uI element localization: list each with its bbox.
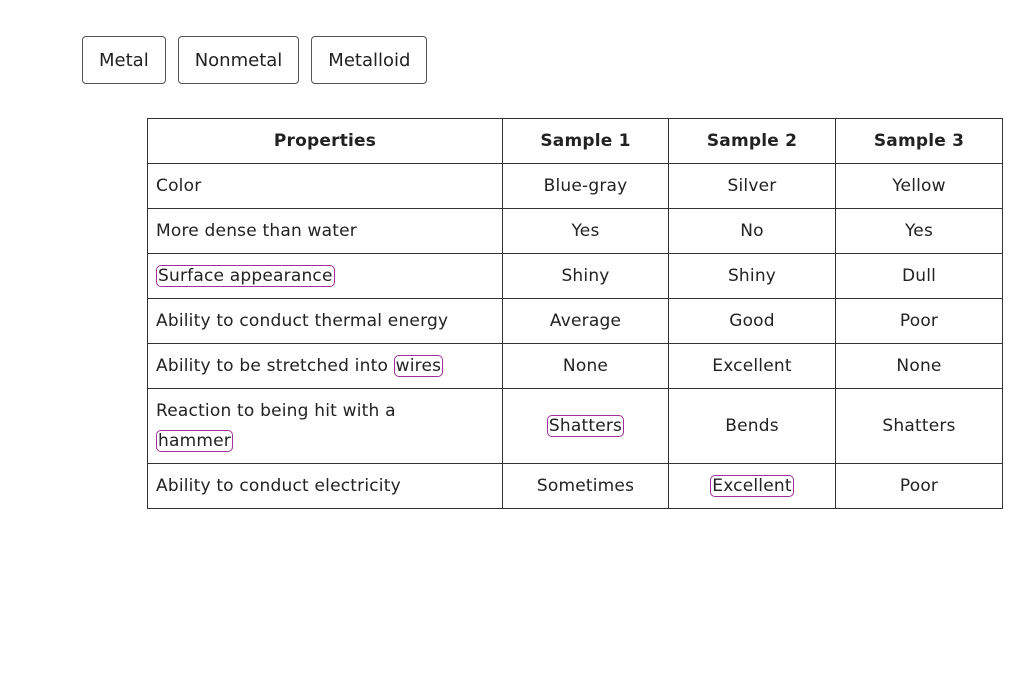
column-header: Sample 1 (502, 118, 669, 164)
table-row: More dense than water Yes No Yes (147, 208, 1003, 254)
table-cell: Sometimes (502, 463, 669, 509)
table-cell: Shiny (502, 253, 669, 299)
category-button[interactable]: Metal (82, 36, 166, 84)
table-cell: More dense than water (147, 208, 503, 254)
table-cell: Bends (668, 388, 836, 464)
table-row: Color Blue-gray Silver Yellow (147, 163, 1003, 209)
table-cell: Average (502, 298, 669, 344)
header-row: Properties Sample 1 Sample 2 Sample 3 (147, 118, 1003, 164)
table-cell: Silver (668, 163, 836, 209)
column-header: Sample 2 (668, 118, 836, 164)
table-row: Reaction to being hit with a hammer Shatt… (147, 388, 1003, 464)
table-cell: Reaction to being hit with a hammer (147, 388, 503, 464)
table-cell: Good (668, 298, 836, 344)
table-cell: Dull (835, 253, 1003, 299)
table-cell: No (668, 208, 836, 254)
table-cell: None (835, 343, 1003, 389)
table-body: Color Blue-gray Silver Yellow More dense tha… (147, 163, 1003, 509)
table-row: Surface appearance Shiny Shiny Dull (147, 253, 1003, 299)
table-cell: Excellent (668, 463, 836, 509)
table-cell: Shatters (835, 388, 1003, 464)
properties-table: Properties Sample 1 Sample 2 Sample 3 Color… (147, 118, 1003, 509)
table-cell: None (502, 343, 669, 389)
table-cell: Excellent (668, 343, 836, 389)
table-cell: Shatters (502, 388, 669, 464)
table-cell: Ability to conduct thermal energy (147, 298, 503, 344)
table-row: Ability to conduct thermal energy Average… (147, 298, 1003, 344)
category-button[interactable]: Metalloid (311, 36, 428, 84)
table-row: Ability to conduct electricity Sometimes E… (147, 463, 1003, 509)
table-cell: Shiny (668, 253, 836, 299)
column-header: Properties (147, 118, 503, 164)
highlighted-term[interactable]: Surface appearance (156, 265, 335, 287)
table-cell: Color (147, 163, 503, 209)
highlighted-term[interactable]: Excellent (710, 475, 794, 497)
table-row: Ability to be stretched into wires None Ex… (147, 343, 1003, 389)
table-cell: Blue-gray (502, 163, 669, 209)
cell-text: Ability to be stretched into (156, 356, 389, 376)
table-cell: Surface appearance (147, 253, 503, 299)
highlighted-term[interactable]: hammer (156, 430, 233, 452)
highlighted-term[interactable]: wires (393, 355, 444, 377)
table-cell: Poor (835, 298, 1003, 344)
table-cell: Ability to be stretched into wires (147, 343, 503, 389)
button-bar: Metal Nonmetal Metalloid (82, 36, 428, 84)
table-cell: Ability to conduct electricity (147, 463, 503, 509)
category-button[interactable]: Nonmetal (177, 36, 300, 84)
table-cell: Yes (835, 208, 1003, 254)
table-cell: Yellow (835, 163, 1003, 209)
cell-text: Reaction to being hit with a (156, 401, 396, 421)
highlighted-term[interactable]: Shatters (546, 415, 625, 437)
table-cell: Poor (835, 463, 1003, 509)
column-header: Sample 3 (835, 118, 1003, 164)
table-cell: Yes (502, 208, 669, 254)
